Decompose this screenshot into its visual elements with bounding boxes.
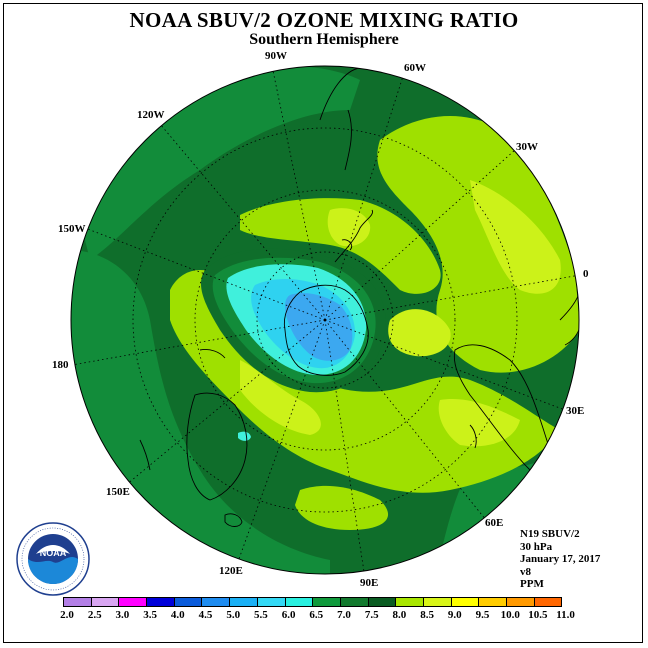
colorbar-tick-label: 10.5 [528,609,548,621]
colorbar-tick-label: 5.5 [254,609,268,621]
colorbar-swatch-0 [63,597,92,607]
lon-label-120e: 120E [219,565,243,577]
colorbar-swatch-1 [90,597,120,607]
colorbar-tick-label: 8.5 [420,609,434,621]
colorbar-tick-label: 9.0 [447,609,462,621]
colorbar-tick-label: 3.0 [115,609,130,621]
colorbar-swatch-3 [146,597,175,607]
lon-label-150e: 150E [106,486,130,498]
colorbar-swatch-14 [450,597,480,607]
colorbar-swatch-10 [339,597,369,607]
colorbar-tick-label: 4.0 [170,609,185,621]
noaa-logo: NOAA [16,522,90,596]
instrument-text: N19 SBUV/2 [520,528,580,540]
colorbar-swatch-5 [201,597,231,607]
colorbar [63,597,563,607]
colorbar-tick-label: 11.0 [556,609,575,621]
colorbar-tick-label: 8.0 [392,609,407,621]
pressure-level-text: 30 hPa [520,540,553,553]
contour-band-7.5-8.0-east [470,180,561,294]
map-title: NOAA SBUV/2 OZONE MIXING RATIO [129,8,519,32]
contour-band-7.5-8.0-peninsula [327,208,371,247]
contour-band-7.0-7.5-patch [295,485,389,530]
colorbar-swatch-6 [229,597,258,607]
contour-band-4.5-5.0 [285,293,353,361]
colorbar-swatch-8 [284,597,314,607]
colorbar-swatch-9 [312,597,341,607]
colorbar-tick-label: 6.0 [281,609,296,621]
lon-label-150w: 150W [58,223,86,235]
lon-label-120w: 120W [137,109,165,121]
colorbar-swatch-12 [395,597,424,607]
colorbar-tick-label: 7.0 [337,609,351,621]
map-subtitle: Southern Hemisphere [249,31,399,48]
contour-band-7.5-8.0-sw [240,360,321,435]
figure-frame [3,3,643,643]
date-text: January 17, 2017 [520,553,601,565]
colorbar-tick-label: 2.0 [60,609,74,621]
ozone-field [71,66,579,574]
colorbar-swatch-13 [422,597,452,607]
units-text: PPM [520,578,544,590]
colorbar-swatch-15 [478,597,507,607]
logo-wave [28,557,78,584]
contour-band-7.0-7.5-east [377,116,579,373]
colorbar-tick-label: 4.5 [198,609,213,621]
colorbar-tick-label: 10.0 [500,609,520,621]
contour-patch-cyan [238,431,251,441]
lon-label-90w: 90W [265,50,287,62]
contour-band-7.0-7.5-ring-n [240,198,441,294]
colorbar-swatch-2 [118,597,148,607]
lon-label-180: 180 [52,359,69,371]
lon-label-30e: 30E [566,405,585,417]
colorbar-swatch-17 [533,597,563,607]
colorbar-tick-label: 5.0 [226,609,241,621]
lon-label-60e: 60E [485,517,504,529]
colorbar-tick-label: 9.5 [475,609,490,621]
contour-band-7.5-8.0-inner [388,309,451,357]
colorbar-tick-label: 7.5 [364,609,379,621]
colorbar-tick-label: 3.5 [143,609,157,621]
colorbar-swatch-4 [173,597,203,607]
lon-label-60w: 60W [404,62,426,74]
colorbar-swatch-11 [367,597,397,607]
lon-label-30w: 30W [516,141,538,153]
graticule [71,66,579,574]
colorbar-ticks: 2.0 2.5 3.0 3.5 4.0 4.5 5.0 5.5 6.0 6.5 7.0 7.5 8.0 8… [54,609,614,623]
colorbar-tick-label: 2.5 [87,609,102,621]
colorbar-tick-label: 6.5 [309,609,324,621]
colorbar-swatch-16 [506,597,535,607]
lon-label-0: 0 [583,268,589,280]
version-text: v8 [520,565,531,578]
metadata-block: N19 SBUV/2 30 hPa January 17, 2017 v8 PP… [520,528,600,591]
lon-label-90e: 90E [360,577,379,589]
colorbar-swatch-7 [256,597,286,607]
map-boundary [70,65,580,575]
logo-text: NOAA [40,548,67,558]
